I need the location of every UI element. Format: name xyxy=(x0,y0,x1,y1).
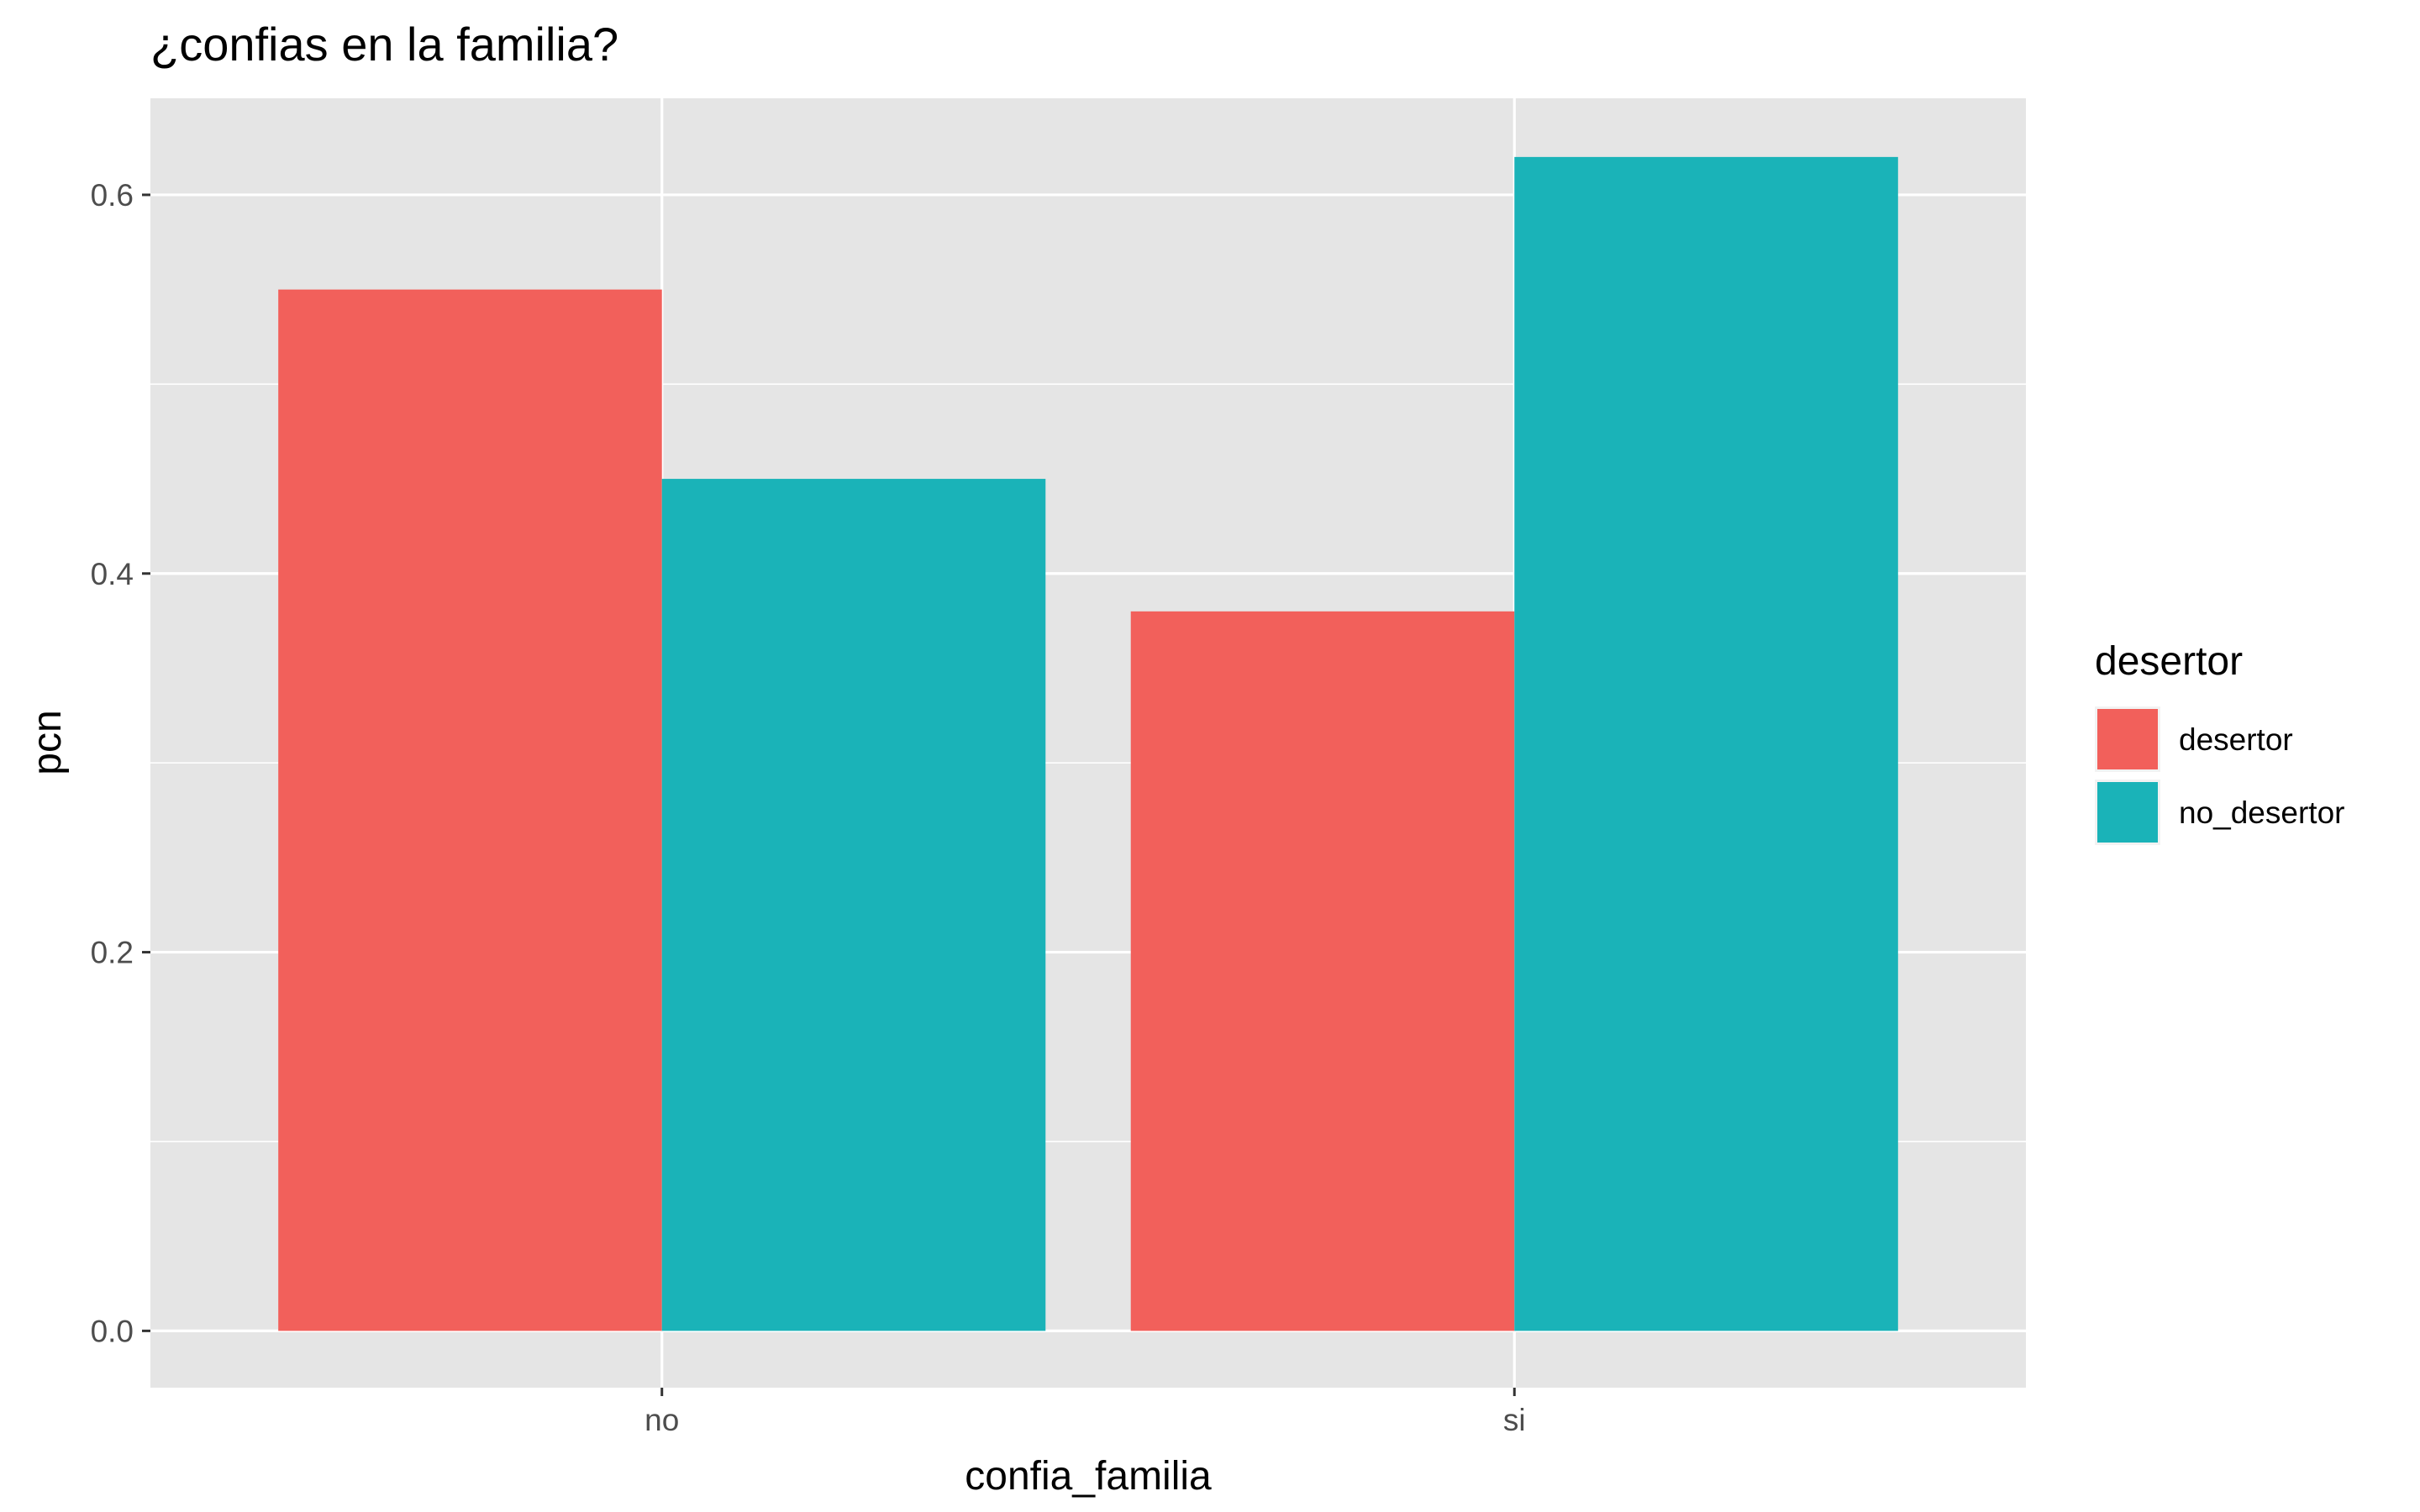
legend-label-desertor: desertor xyxy=(2179,722,2293,757)
legend-key-desertor xyxy=(2097,709,2158,769)
y-axis: 0.0 0.2 0.4 0.6 xyxy=(91,178,150,1348)
legend-title: desertor xyxy=(2095,639,2243,684)
bars xyxy=(278,156,1898,1331)
legend-key-no_desertor xyxy=(2097,782,2158,843)
bar-no_desertor-si xyxy=(1514,156,1898,1331)
y-tick-label: 0.4 xyxy=(91,557,134,591)
bar-desertor-no xyxy=(278,289,662,1331)
x-axis-title: confia_familia xyxy=(965,1454,1212,1499)
y-tick-label: 0.0 xyxy=(91,1314,134,1348)
y-axis-title: pcn xyxy=(25,710,70,774)
legend-label-no_desertor: no_desertor xyxy=(2179,795,2344,830)
y-tick-label: 0.6 xyxy=(91,178,134,213)
x-axis: no si xyxy=(644,1388,1526,1437)
chart-title: ¿confias en la familia? xyxy=(150,18,618,71)
bar-desertor-si xyxy=(1130,611,1515,1331)
x-tick-label: no xyxy=(644,1403,679,1437)
y-tick-label: 0.2 xyxy=(91,936,134,970)
legend: desertor desertor no_desertor xyxy=(2095,639,2344,845)
bar-no_desertor-no xyxy=(661,479,1046,1331)
x-tick-label: si xyxy=(1503,1403,1526,1437)
